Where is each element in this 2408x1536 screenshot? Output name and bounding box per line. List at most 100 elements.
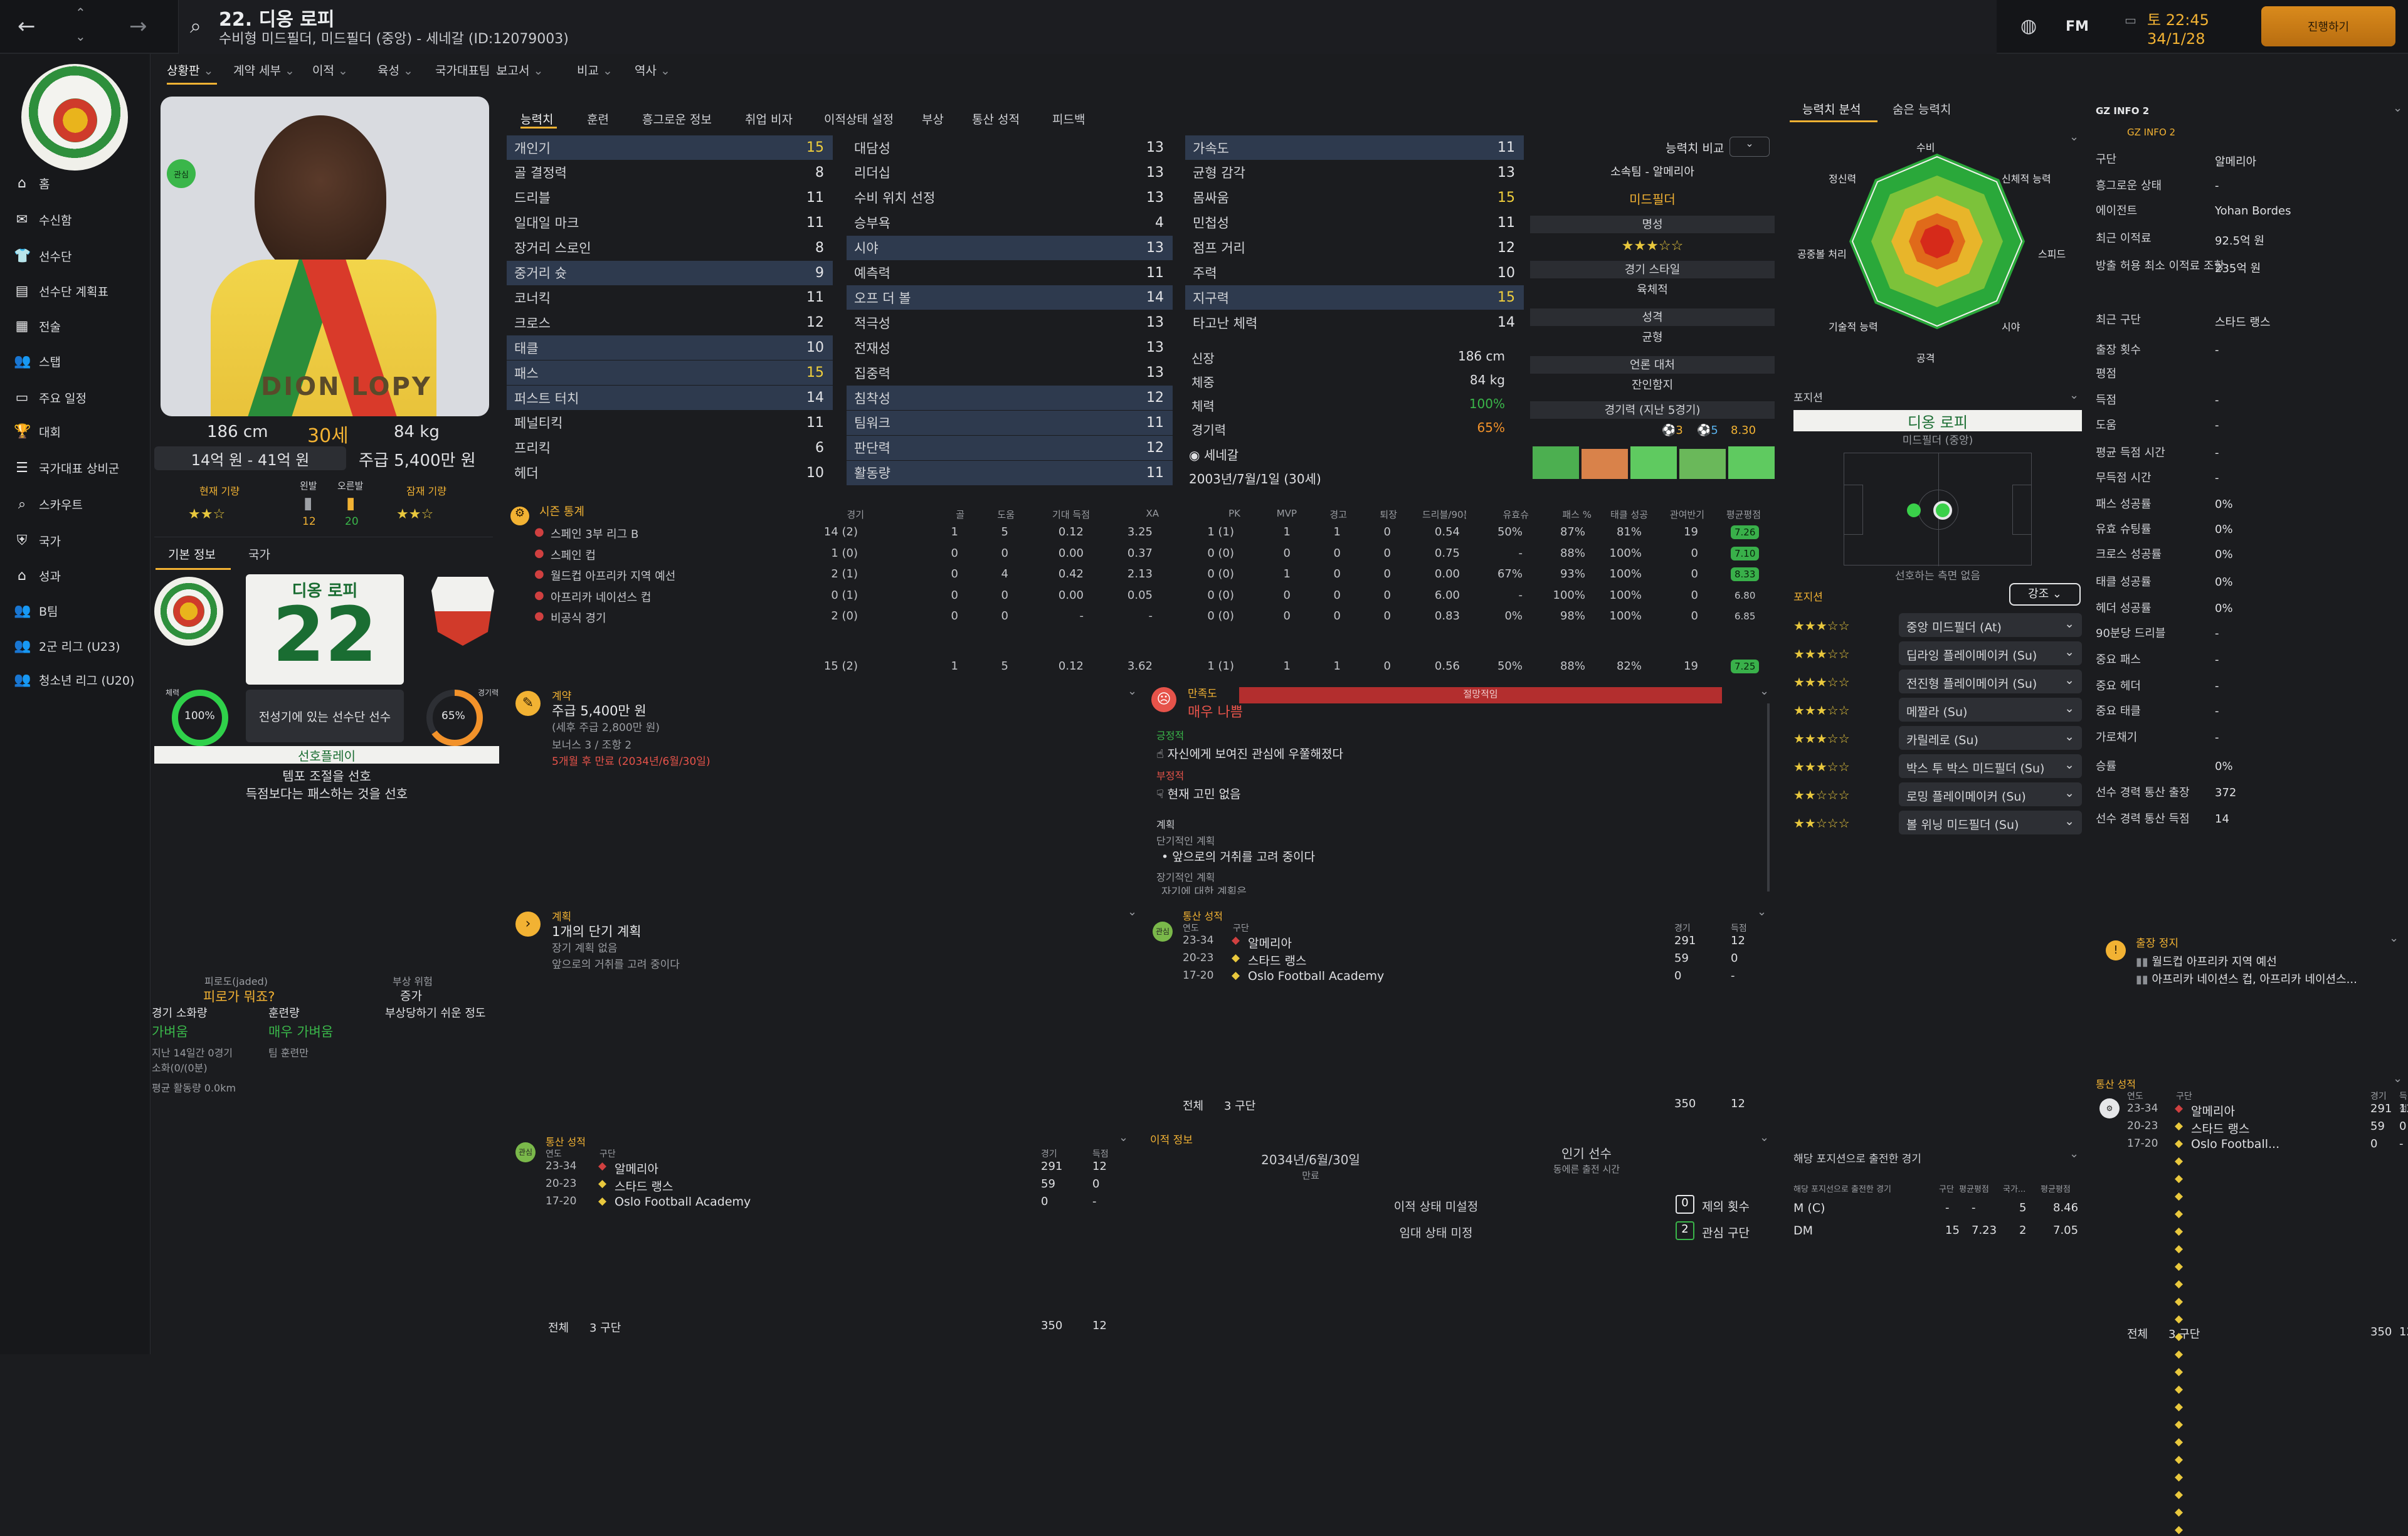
stats-col-header[interactable]: 골 [956, 509, 964, 520]
attribute-row[interactable]: 팀워크 11 [847, 410, 1173, 435]
attribute-row[interactable]: 주력 10 [1185, 261, 1524, 285]
tab-4[interactable]: 이적상태 설정 [824, 113, 894, 127]
role-row[interactable]: ★★☆☆☆ 볼 위닝 미드필더 (Su) ⌄ [1793, 811, 2082, 836]
sidebar-item-12[interactable]: 👥 B팀 [14, 598, 58, 623]
attribute-row[interactable]: 시야 13 [847, 235, 1173, 260]
forward-arrow-icon[interactable]: → [129, 14, 147, 39]
attribute-row[interactable]: 판단력 12 [847, 435, 1173, 460]
chevron-down-icon[interactable]: ⌄ [2393, 102, 2403, 115]
sidebar-item-9[interactable]: ⌕ 스카우트 [14, 492, 83, 517]
career-club[interactable]: Oslo Football Academy [1248, 969, 1385, 983]
chevron-down-icon[interactable]: ⌄ [2069, 130, 2079, 144]
role-row[interactable]: ★★☆☆☆ 로밍 플레이메이커 (Su) ⌄ [1793, 782, 2082, 807]
role-row[interactable]: ★★★☆☆ 카릴레로 (Su) ⌄ [1793, 726, 2082, 751]
apps-col-header[interactable]: 해당 포지선으로 출전한 경기 [1793, 1185, 1891, 1194]
submenu-item-4[interactable]: 국가대표팀 ⌄ [435, 64, 504, 78]
stats-col-header[interactable]: 관여반기 [1669, 509, 1704, 520]
sidebar-item-8[interactable]: ☰ 국가대표 상비군 [14, 455, 119, 480]
career-club[interactable]: 스타드 랭스 [2191, 1122, 2250, 1136]
scrollbar[interactable] [1767, 703, 1770, 892]
contract-title[interactable]: 계약 [552, 690, 572, 703]
attribute-row[interactable]: 골 결정력 8 [507, 160, 833, 185]
stats-col-header[interactable]: 퇴장 [1380, 509, 1397, 520]
attribute-row[interactable]: 리더십 13 [847, 160, 1173, 185]
chevron-down-icon[interactable]: ⌄ [2393, 1072, 2403, 1085]
tab-6[interactable]: 통산 성적 [972, 113, 1020, 127]
sidebar-item-0[interactable]: ⌂ 홈 [14, 171, 50, 196]
stats-row[interactable]: 15 (2) 1 5 0.12 3.62 1 (1) 1 1 0 0.56 50% 88% 82% 19 7… [507, 657, 1773, 677]
attribute-row[interactable]: 예측력 11 [847, 261, 1173, 285]
sidebar-item-14[interactable]: 👥 청소년 리그 (U20) [14, 667, 134, 692]
chevron-down-icon[interactable]: ⌄ [2069, 1147, 2079, 1160]
happiness-title[interactable]: 만족도 [1188, 688, 1217, 700]
interest-badge[interactable]: 관심 [167, 159, 196, 188]
sidebar-item-2[interactable]: 👕 선수단 [14, 243, 71, 268]
stats-col-header[interactable]: 패스 % [1562, 509, 1592, 520]
stats-col-header[interactable]: 유효슈 [1502, 509, 1529, 520]
sidebar-item-13[interactable]: 👥 2군 리그 (U23) [14, 633, 120, 658]
apps-col-header[interactable]: 국가... [2003, 1185, 2026, 1194]
tab-1[interactable]: 훈련 [587, 113, 609, 127]
role-row[interactable]: ★★★☆☆ 중앙 미드필더 (At) ⌄ [1793, 613, 2082, 638]
sidebar-item-6[interactable]: ▭ 주요 일정 [14, 385, 87, 410]
apps-col-header[interactable]: 평균평점 [2041, 1185, 2071, 1194]
chevron-down-icon[interactable]: ⌄ [2389, 932, 2399, 945]
chevron-down-icon[interactable]: ⌄ [75, 29, 86, 44]
role-dropdown[interactable]: 카릴레로 (Su) ⌄ [1899, 726, 2082, 750]
stats-col-header[interactable]: 도움 [997, 509, 1015, 520]
attribute-row[interactable]: 패스 15 [507, 360, 833, 386]
tab-5[interactable]: 부상 [922, 113, 944, 127]
attribute-row[interactable]: 전재성 13 [847, 335, 1173, 360]
attribute-row[interactable]: 가속도 11 [1185, 135, 1524, 160]
attribute-row[interactable]: 수비 위치 선정 13 [847, 186, 1173, 210]
role-dropdown[interactable]: 로밍 플레이메이커 (Su) ⌄ [1899, 782, 2082, 806]
attribute-row[interactable]: 퍼스트 터치 14 [507, 386, 833, 410]
career-title[interactable]: 통산 성적 [1183, 910, 1223, 922]
stats-row[interactable]: ● 비공식 경기 2 (0) 0 0 - - 0 (0) 0 0 0 0.83 0% 98% 100% 0 6.… [507, 607, 1773, 627]
transfer-title[interactable]: 이적 정보 [1150, 1134, 1193, 1147]
sidebar-item-5[interactable]: 👥 스탭 [14, 349, 61, 374]
role-row[interactable]: ★★★☆☆ 박스 투 박스 미드필더 (Su) ⌄ [1793, 754, 2082, 779]
chevron-down-icon[interactable]: ⌄ [1760, 1131, 1770, 1144]
tab-hidden-ability[interactable]: 숨은 능력치 [1893, 103, 1951, 117]
attribute-row[interactable]: 적극성 13 [847, 310, 1173, 335]
chevron-down-icon[interactable]: ⌄ [1757, 905, 1767, 918]
continue-button[interactable]: 진행하기 [2261, 6, 2395, 46]
emphasis-dropdown[interactable]: 강조 ⌄ [2009, 583, 2081, 606]
sidebar-item-7[interactable]: 🏆 대회 [14, 419, 61, 444]
plans-title[interactable]: 계획 [552, 911, 572, 923]
stats-row[interactable]: ● 스페인 컵 1 (0) 0 0 0.00 0.37 0 (0) 0 0 0 0.75 - 88% 100… [507, 544, 1773, 564]
attribute-row[interactable]: 태클 10 [507, 335, 833, 360]
attribute-row[interactable]: 장거리 스로인 8 [507, 236, 833, 260]
attribute-row[interactable]: 집중력 13 [847, 360, 1173, 385]
attribute-row[interactable]: 지구력 15 [1185, 285, 1524, 310]
chevron-down-icon[interactable]: ⌄ [1760, 685, 1770, 698]
position-list-title[interactable]: 포지션 [1793, 591, 1823, 604]
back-arrow-icon[interactable]: ← [18, 14, 36, 39]
chevron-down-icon[interactable]: ⌄ [1127, 905, 1138, 918]
stats-col-header[interactable]: 평균평점 [1726, 509, 1761, 520]
attribute-row[interactable]: 오프 더 볼 14 [847, 285, 1173, 310]
role-dropdown[interactable]: 딥라잉 플레이메이커 (Su) ⌄ [1899, 641, 2082, 665]
submenu-item-7[interactable]: 역사 ⌄ [635, 64, 670, 78]
submenu-item-0[interactable]: 상황판 ⌄ [167, 64, 214, 78]
submenu-item-5[interactable]: 보고서 ⌄ [497, 64, 544, 78]
submenu-item-3[interactable]: 육성 ⌄ [378, 64, 413, 78]
attribute-row[interactable]: 몸싸움 15 [1185, 186, 1524, 210]
attribute-row[interactable]: 헤더 10 [507, 461, 833, 485]
attribute-row[interactable]: 개인기 15 [507, 135, 833, 160]
role-dropdown[interactable]: 중앙 미드필더 (At) ⌄ [1899, 613, 2082, 637]
tab-0[interactable]: 능력치 [520, 113, 554, 127]
stats-row[interactable]: ● 아프리카 네이션스 컵 0 (1) 0 0 0.00 0.05 0 (0) 0 0 0 6.00 -… [507, 586, 1773, 606]
attribute-row[interactable]: 코너킥 11 [507, 285, 833, 310]
attribute-row[interactable]: 점프 거리 12 [1185, 236, 1524, 260]
attribute-row[interactable]: 중거리 슛 9 [507, 260, 833, 285]
sidebar-item-1[interactable]: ✉ 수신함 [14, 207, 72, 232]
career-club[interactable]: 스타드 랭스 [615, 1180, 673, 1194]
chevron-down-icon[interactable]: ⌄ [2069, 389, 2079, 402]
tab-nation[interactable]: 국가 [248, 548, 270, 562]
stats-col-header[interactable]: XA [1146, 508, 1159, 519]
chevron-up-icon[interactable]: ⌃ [75, 5, 86, 20]
stats-row[interactable]: ● 스페인 3부 리그 B 14 (2) 1 5 0.12 3.25 1 (1) 1 1 0 0.54… [507, 523, 1773, 543]
role-dropdown[interactable]: 박스 투 박스 미드필더 (Su) ⌄ [1899, 754, 2082, 778]
